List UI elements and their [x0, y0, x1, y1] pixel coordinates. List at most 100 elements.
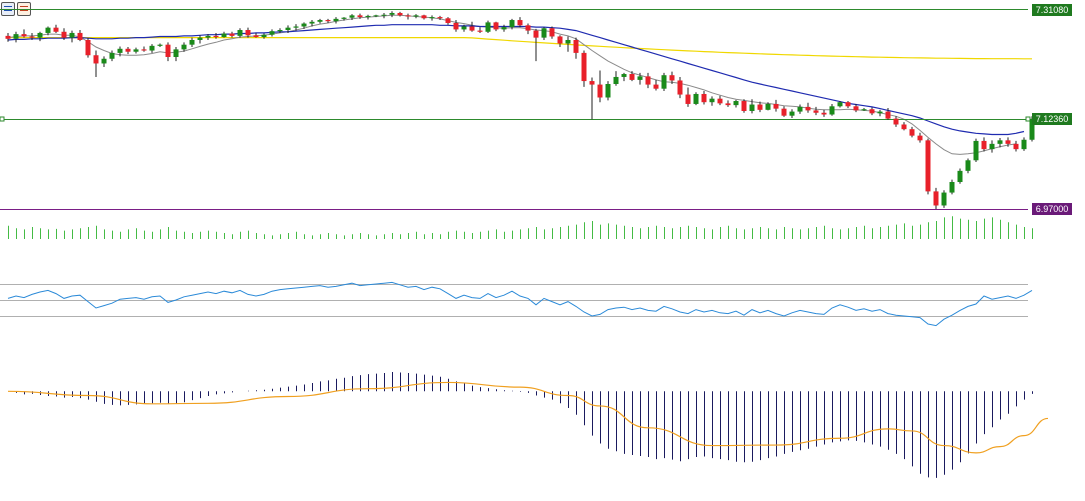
candle-body: [61, 31, 67, 38]
candle: [237, 28, 243, 38]
candle: [461, 24, 467, 32]
candle: [405, 13, 411, 20]
candle-body: [173, 49, 179, 58]
candle: [701, 91, 707, 105]
candle: [941, 190, 947, 208]
svg-text:7.12360: 7.12360: [1036, 114, 1069, 124]
candle: [61, 28, 67, 40]
candle-body: [485, 22, 491, 32]
candle: [157, 43, 163, 48]
candle-body: [93, 55, 99, 64]
candle-body: [301, 23, 307, 27]
candle: [37, 31, 43, 42]
candle-body: [397, 12, 403, 16]
candle: [549, 26, 555, 39]
candle: [773, 99, 779, 112]
candle-body: [469, 26, 475, 31]
candle: [525, 23, 531, 35]
candle-body: [693, 93, 699, 104]
candle-body: [541, 28, 547, 38]
candle: [757, 101, 763, 113]
ma-slow-line: [8, 37, 1032, 60]
candle-body: [285, 27, 291, 31]
candle: [733, 99, 739, 108]
candle-body: [1029, 118, 1035, 140]
price-labels: 7.31080 7.12360 6.97000: [1032, 4, 1072, 215]
candle: [573, 37, 579, 59]
candle: [389, 11, 395, 18]
candle: [117, 46, 123, 57]
candle-body: [821, 112, 827, 115]
candle-body: [413, 15, 419, 17]
candle: [877, 109, 883, 117]
candle: [965, 158, 971, 174]
candle: [893, 116, 899, 127]
candle: [277, 28, 283, 33]
candle-body: [405, 15, 411, 17]
candle-body: [805, 106, 811, 111]
candle: [133, 47, 139, 54]
candle: [565, 36, 571, 52]
candle-body: [533, 30, 539, 38]
candle: [853, 103, 859, 113]
candle-body: [629, 74, 635, 80]
candle: [925, 138, 931, 195]
candle: [85, 38, 91, 58]
candle: [637, 72, 643, 85]
candle-body: [357, 15, 363, 18]
candle-body: [509, 20, 515, 28]
candle-body: [789, 111, 795, 116]
candle: [421, 14, 427, 20]
candle: [717, 95, 723, 106]
candle-body: [341, 17, 347, 19]
candle-body: [549, 28, 555, 37]
candle: [1005, 137, 1011, 147]
candle: [397, 11, 403, 17]
candle: [333, 17, 339, 24]
candle-body: [477, 30, 483, 32]
svg-text:6.97000: 6.97000: [1036, 204, 1069, 214]
candle-body: [453, 22, 459, 30]
candle: [13, 31, 19, 43]
candle-body: [925, 140, 931, 192]
horizontal-levels[interactable]: [0, 9, 1031, 210]
candle-body: [813, 110, 819, 113]
candle-body: [165, 44, 171, 58]
candle-body: [781, 108, 787, 116]
candle: [141, 46, 147, 52]
level-handle-right: [1025, 116, 1031, 122]
candle: [501, 24, 507, 32]
candle-body: [997, 140, 1003, 144]
candle-body: [53, 27, 59, 32]
candle: [781, 106, 787, 117]
candle-body: [957, 170, 963, 183]
candle-body: [109, 52, 115, 59]
candle: [381, 12, 387, 19]
candle: [765, 102, 771, 111]
candle-body: [197, 37, 203, 40]
candle-body: [77, 32, 83, 40]
candle: [205, 34, 211, 40]
candle-body: [1013, 143, 1019, 150]
candle-body: [213, 35, 219, 38]
candle-body: [125, 48, 131, 52]
candle-body: [973, 140, 979, 161]
candle-body: [133, 49, 139, 52]
candle: [53, 24, 59, 33]
candle-body: [797, 106, 803, 112]
candle-body: [589, 81, 595, 85]
candle: [149, 44, 155, 53]
candle-body: [325, 20, 331, 22]
candle: [829, 103, 835, 116]
candle: [173, 47, 179, 62]
candle-body: [981, 140, 987, 150]
candle-body: [653, 84, 659, 89]
candle: [93, 50, 99, 77]
candle: [685, 87, 691, 107]
candle-body: [269, 31, 275, 35]
candle-body: [1021, 139, 1027, 150]
candle-body: [717, 98, 723, 104]
candle-body: [117, 48, 123, 53]
candle: [45, 26, 51, 36]
candle-body: [1005, 140, 1011, 144]
